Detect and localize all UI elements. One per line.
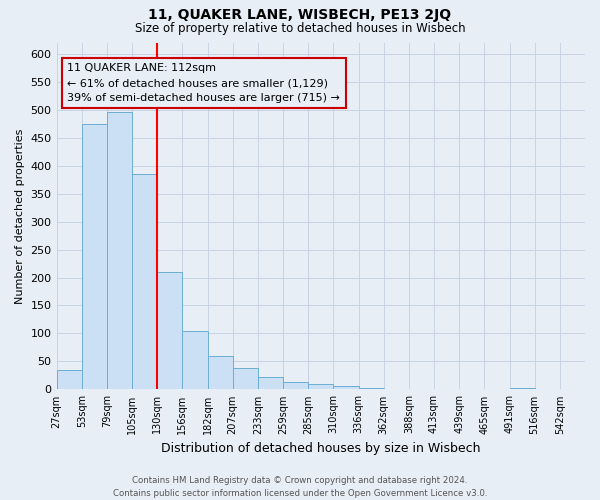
Bar — [182, 330, 208, 390]
Bar — [157, 272, 182, 390]
Bar — [233, 368, 258, 390]
Bar — [283, 382, 308, 390]
Text: 11 QUAKER LANE: 112sqm
← 61% of detached houses are smaller (1,129)
39% of semi-: 11 QUAKER LANE: 112sqm ← 61% of detached… — [67, 64, 340, 103]
X-axis label: Distribution of detached houses by size in Wisbech: Distribution of detached houses by size … — [161, 442, 481, 455]
Bar — [132, 174, 157, 390]
Bar — [56, 370, 82, 390]
Bar — [258, 377, 283, 390]
Bar — [334, 386, 359, 390]
Bar — [359, 388, 383, 390]
Y-axis label: Number of detached properties: Number of detached properties — [15, 128, 25, 304]
Text: 11, QUAKER LANE, WISBECH, PE13 2JQ: 11, QUAKER LANE, WISBECH, PE13 2JQ — [148, 8, 452, 22]
Bar — [82, 124, 107, 390]
Bar — [107, 112, 132, 390]
Text: Size of property relative to detached houses in Wisbech: Size of property relative to detached ho… — [134, 22, 466, 35]
Bar — [308, 384, 334, 390]
Text: Contains HM Land Registry data © Crown copyright and database right 2024.
Contai: Contains HM Land Registry data © Crown c… — [113, 476, 487, 498]
Bar — [509, 388, 535, 390]
Bar — [208, 356, 233, 390]
